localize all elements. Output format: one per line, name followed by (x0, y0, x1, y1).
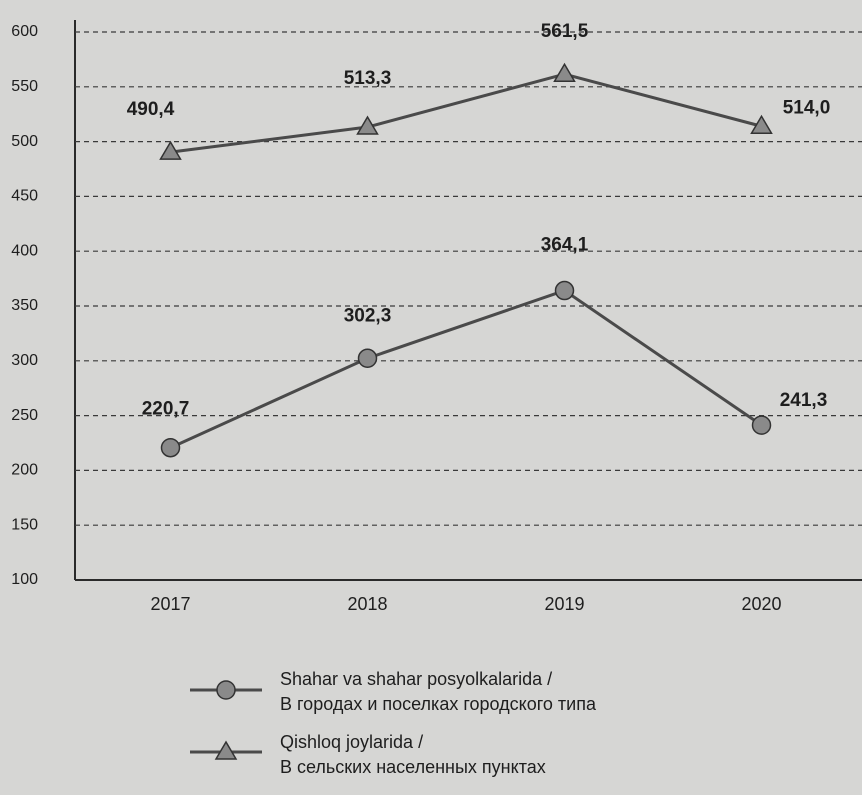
y-tick-label: 500 (11, 133, 38, 150)
y-tick-label: 600 (11, 23, 38, 40)
data-label: 364,1 (541, 235, 589, 256)
y-tick-label: 450 (11, 188, 38, 205)
legend-label: Qishloq joylarida / В сельских населенны… (280, 732, 546, 777)
marker (159, 140, 182, 160)
marker (356, 115, 379, 135)
y-tick-label: 550 (11, 78, 38, 95)
data-label: 241,3 (780, 390, 828, 411)
marker (750, 114, 773, 135)
data-label: 561,5 (541, 21, 589, 42)
y-tick-label: 350 (11, 297, 38, 314)
data-label: 490,4 (127, 99, 175, 120)
marker (357, 348, 378, 369)
series-line (169, 288, 763, 450)
x-tick-label: 2020 (741, 594, 781, 614)
marker (751, 415, 772, 435)
data-label: 220,7 (142, 399, 190, 420)
y-tick-label: 250 (11, 407, 38, 424)
data-label: 514,0 (783, 97, 831, 118)
series-line (170, 72, 762, 154)
marker (553, 62, 576, 82)
x-tick-label: 2018 (347, 594, 387, 614)
marker (216, 680, 236, 700)
y-tick-label: 400 (11, 242, 38, 259)
legend-label: Shahar va shahar posyolkalarida / В горо… (280, 669, 596, 714)
y-tick-label: 100 (11, 571, 38, 588)
x-tick-label: 2019 (544, 594, 584, 614)
marker (554, 280, 575, 301)
data-label: 513,3 (344, 68, 392, 89)
y-tick-label: 150 (11, 516, 38, 533)
marker (160, 437, 181, 458)
y-tick-label: 300 (11, 352, 38, 369)
y-tick-label: 200 (11, 462, 38, 479)
marker (214, 740, 238, 760)
x-tick-label: 2017 (150, 594, 190, 614)
data-label: 302,3 (344, 305, 392, 326)
